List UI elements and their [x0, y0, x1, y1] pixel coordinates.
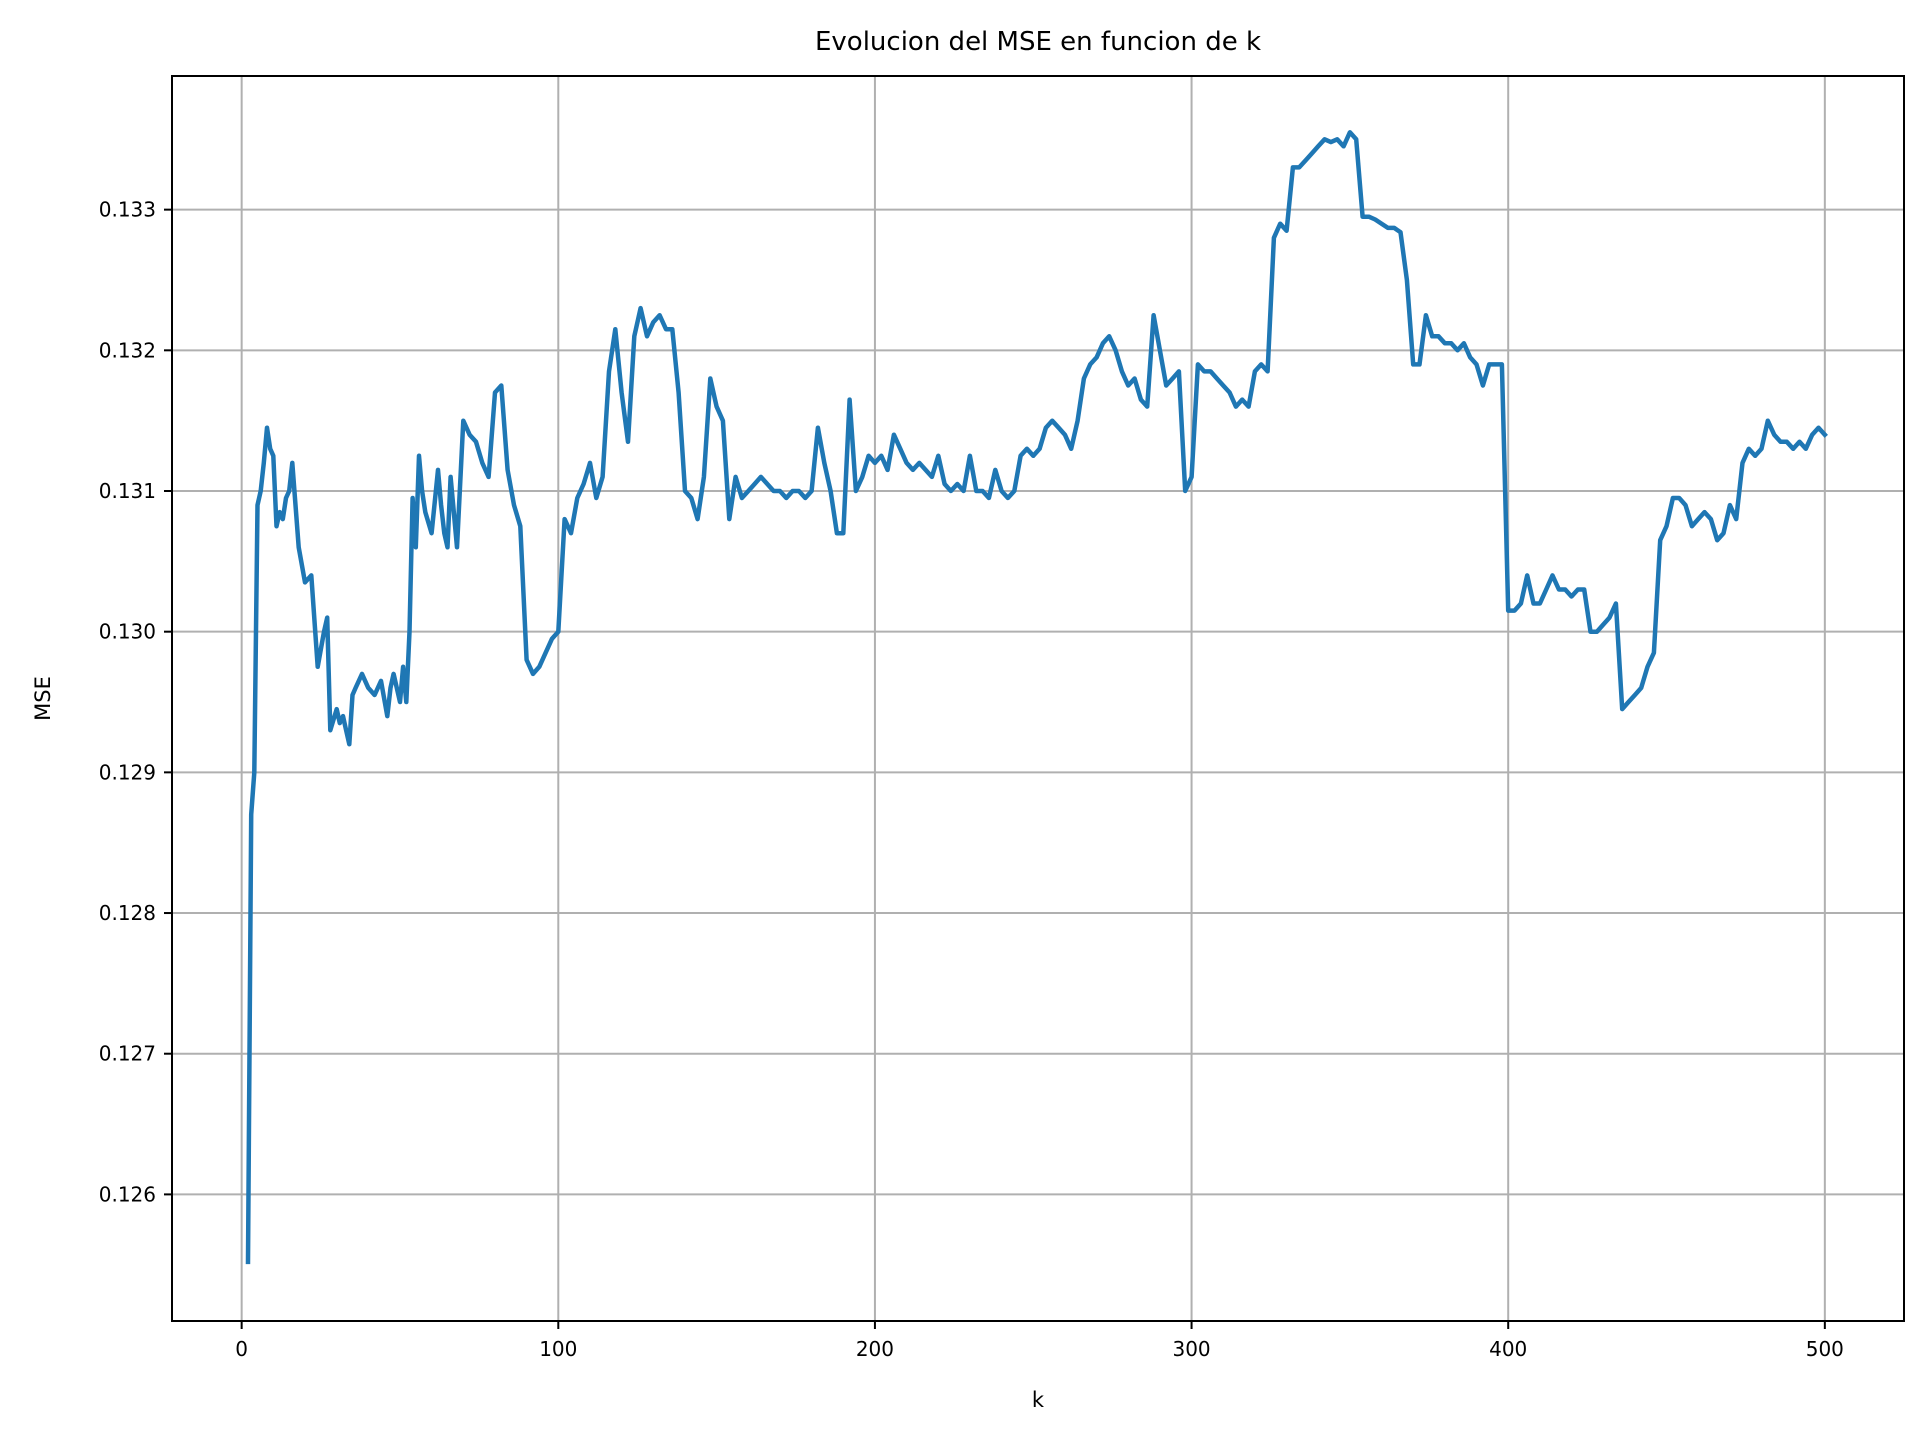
y-tick-label: 0.131	[99, 479, 156, 503]
x-tick-label: 0	[235, 1337, 248, 1361]
x-tick-label: 300	[1172, 1337, 1210, 1361]
x-axis-title: k	[1032, 1388, 1045, 1412]
mse-series-line	[245, 130, 1828, 1265]
chart-title: Evolucion del MSE en funcion de k	[815, 27, 1261, 57]
y-tick-label: 0.130	[99, 620, 156, 644]
y-axis-ticks: 0.126 0.127 0.128 0.129 0.130 0.131 0.132 0.133	[99, 198, 172, 1206]
y-axis-title: MSE	[31, 676, 55, 721]
x-tick-label: 100	[539, 1337, 577, 1361]
y-tick-label: 0.128	[99, 901, 156, 925]
y-tick-label: 0.126	[99, 1182, 156, 1206]
y-tick-label: 0.129	[99, 760, 156, 784]
x-tick-label: 400	[1489, 1337, 1527, 1361]
x-axis-ticks: 0 100 200 300 400 500	[235, 1321, 1844, 1361]
plot-frame	[171, 75, 1905, 1322]
y-tick-label: 0.132	[99, 338, 156, 362]
x-tick-label: 200	[856, 1337, 894, 1361]
series-layer	[245, 130, 1828, 1265]
x-tick-label: 500	[1806, 1337, 1844, 1361]
y-tick-label: 0.127	[99, 1042, 156, 1066]
y-tick-label: 0.133	[99, 198, 156, 222]
